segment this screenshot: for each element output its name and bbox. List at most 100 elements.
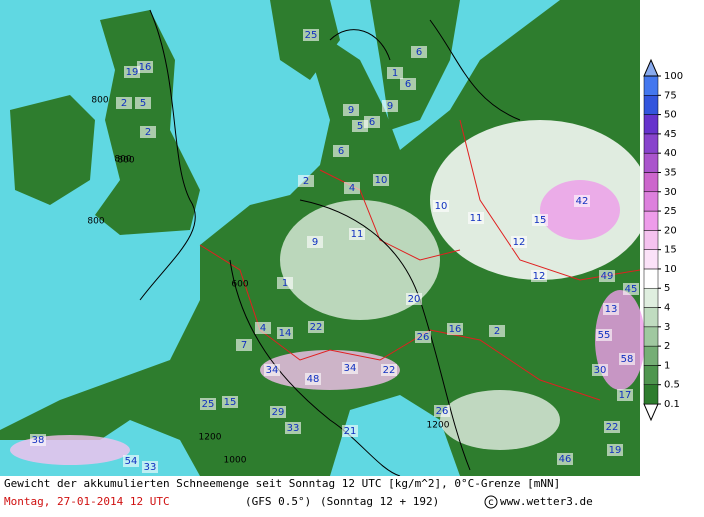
colorbar-label: 30 xyxy=(664,187,677,198)
snow-label: 54 xyxy=(125,456,138,467)
colorbar-band xyxy=(643,114,659,135)
contour-label: 1200 xyxy=(427,421,450,431)
colorbar-band xyxy=(643,230,659,250)
snow-label: 2 xyxy=(494,326,500,337)
label-bg xyxy=(140,126,156,138)
snow-label: 6 xyxy=(405,79,411,90)
label-bg xyxy=(123,455,139,467)
colorbar-band xyxy=(643,307,659,328)
colorbar-band xyxy=(643,210,659,231)
contour-label: 800 xyxy=(114,155,131,165)
label-bg xyxy=(236,339,252,351)
label-bg xyxy=(264,364,280,376)
snow-label: 22 xyxy=(310,322,323,333)
snow-label: 4 xyxy=(260,323,266,334)
snow-area xyxy=(430,120,650,280)
caption: Gewicht der akkumulierten Schneemenge se… xyxy=(4,477,560,490)
contour-label: 600 xyxy=(231,280,248,290)
copyright-icon xyxy=(484,495,498,509)
label-bg xyxy=(603,303,619,315)
label-bg xyxy=(387,67,403,79)
contour-label: 1000 xyxy=(224,456,247,466)
colorbar-label: 40 xyxy=(664,148,677,159)
colorbar-band xyxy=(643,133,659,154)
snow-label: 10 xyxy=(435,201,448,212)
snow-label: 6 xyxy=(416,47,422,58)
colorbar-label: 35 xyxy=(664,167,677,178)
mediterranean xyxy=(330,395,460,476)
label-bg xyxy=(222,396,238,408)
label-bg xyxy=(135,97,151,109)
colorbar-band xyxy=(643,384,659,405)
snow-area xyxy=(10,435,130,465)
snow-label: 15 xyxy=(534,215,547,226)
label-bg xyxy=(342,425,358,437)
colorbar-band xyxy=(643,95,659,115)
contour-label: 1200 xyxy=(199,433,222,443)
snow-label: 11 xyxy=(351,229,364,240)
label-bg xyxy=(531,270,547,282)
copyright-c: c xyxy=(488,497,494,508)
snow-label: 1 xyxy=(282,278,288,289)
label-bg xyxy=(116,97,132,109)
colorbar-arrow xyxy=(643,58,659,77)
snow-label: 9 xyxy=(387,101,393,112)
label-bg xyxy=(557,453,573,465)
colorbar-band xyxy=(643,345,659,366)
snow-label: 29 xyxy=(272,407,285,418)
snow-area xyxy=(280,200,440,320)
snow-label: 13 xyxy=(605,304,618,315)
colorbar-label: 0.1 xyxy=(664,399,680,410)
contour-label: 800 xyxy=(87,217,104,227)
snow-label: 25 xyxy=(305,30,318,41)
label-bg xyxy=(342,362,358,374)
contour xyxy=(139,9,196,301)
snow-label: 2 xyxy=(121,98,127,109)
label-bg xyxy=(200,398,216,410)
colorbar-label: 10 xyxy=(664,264,677,275)
colorbar-label: 4 xyxy=(664,303,670,314)
snow-label: 34 xyxy=(266,365,279,376)
label-bg xyxy=(373,174,389,186)
label-bg xyxy=(619,353,635,365)
snow-label: 2 xyxy=(145,127,151,138)
label-bg xyxy=(30,434,46,446)
snow-label: 34 xyxy=(344,363,357,374)
contours xyxy=(139,9,521,477)
colorbar-label: 100 xyxy=(664,71,683,82)
colorbar-band xyxy=(643,365,659,385)
contour xyxy=(229,259,401,477)
sweden xyxy=(370,0,460,130)
date: Montag, 27-01-2014 12 UTC xyxy=(4,495,170,508)
colorbar-label: 25 xyxy=(664,206,677,217)
colorbar-band xyxy=(643,249,659,270)
snow-label: 19 xyxy=(609,445,622,456)
snow-label: 12 xyxy=(513,237,526,248)
snow-label: 5 xyxy=(357,121,363,132)
label-bg xyxy=(255,322,271,334)
colorbar-label: 15 xyxy=(664,245,677,256)
run: (Sonntag 12 + 192) xyxy=(320,495,439,508)
label-bg xyxy=(305,373,321,385)
ireland xyxy=(10,95,95,205)
label-bg xyxy=(406,293,422,305)
britain xyxy=(95,10,200,235)
snow-area xyxy=(260,350,400,390)
colorbar-band xyxy=(643,152,659,173)
label-bg xyxy=(333,145,349,157)
label-bg xyxy=(447,323,463,335)
colorbar-band xyxy=(643,172,659,193)
label-bg xyxy=(607,444,623,456)
snow-label: 14 xyxy=(279,328,292,339)
label-bg xyxy=(137,61,153,73)
contour-label: 800 xyxy=(91,96,108,106)
contour-label: 800 xyxy=(117,156,134,166)
snow-label: 33 xyxy=(287,423,300,434)
snow-label: 20 xyxy=(408,294,421,305)
snow-label: 21 xyxy=(344,426,357,437)
snow-label: 10 xyxy=(375,175,388,186)
snow-label: 4 xyxy=(349,183,355,194)
colorbar-label: 0.5 xyxy=(664,380,680,391)
